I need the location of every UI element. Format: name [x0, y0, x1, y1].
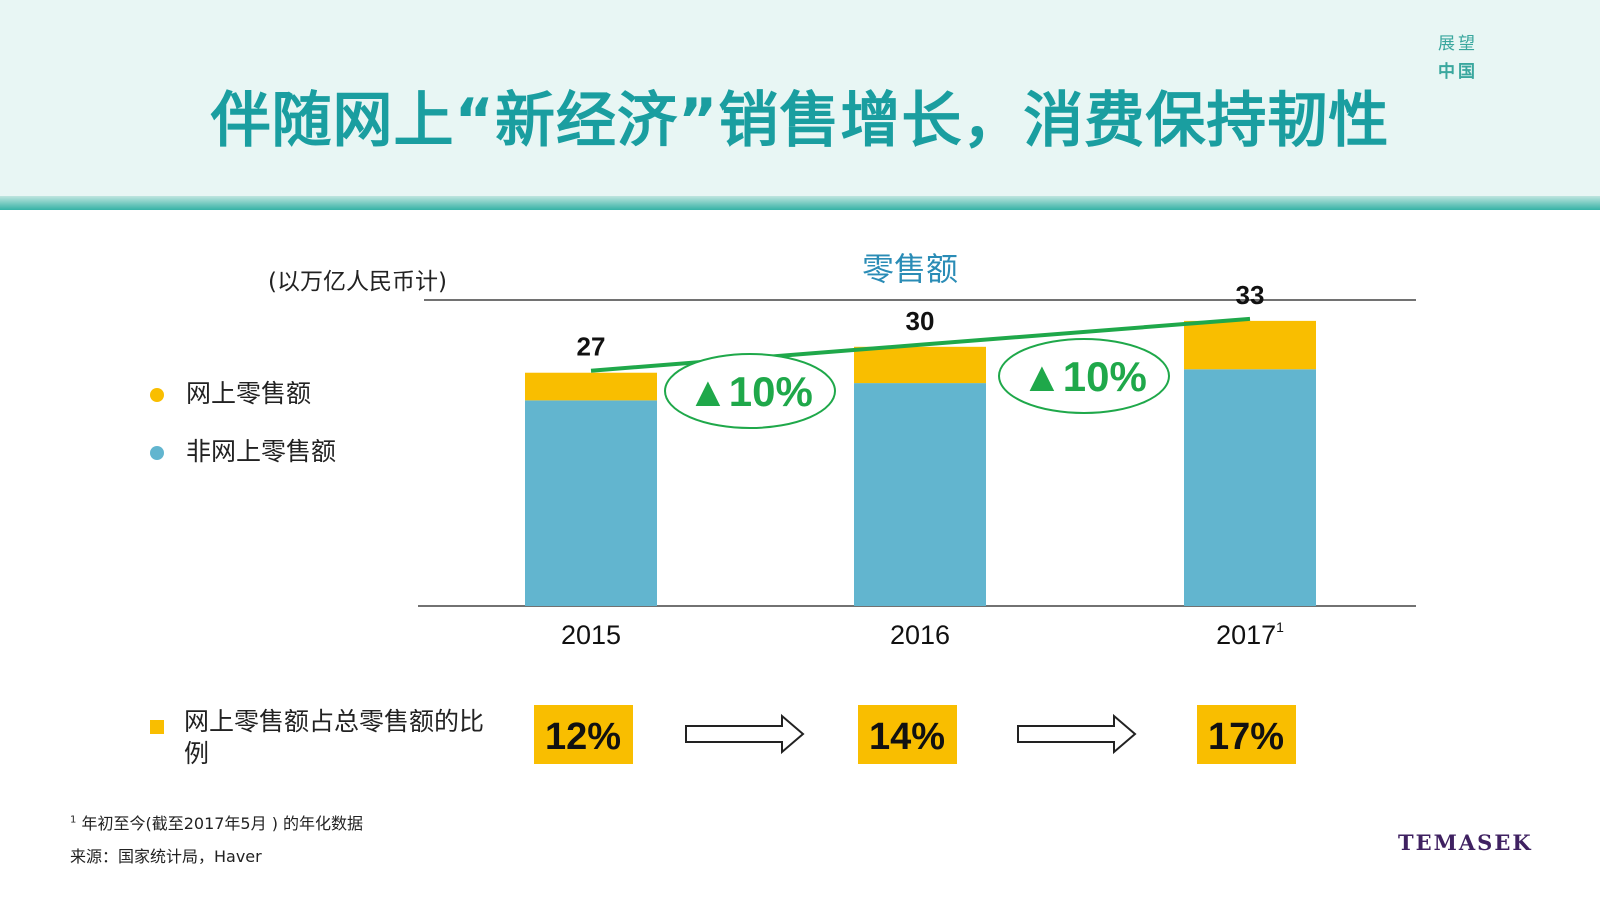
unit-label: (以万亿人民币计) [268, 269, 447, 295]
page-title: 伴随网上“新经济”销售增长，消费保持韧性 [210, 86, 1390, 156]
legend-online-dot [150, 388, 164, 402]
bar-online-2017 [1184, 320, 1316, 370]
legend-offline-dot [150, 446, 164, 460]
legend-offline-label: 非网上零售额 [186, 437, 337, 466]
total-label-2015: 27 [577, 332, 606, 362]
growth-bubble-1-outline [664, 353, 836, 429]
x-tick-label-2015: 2015 [561, 620, 621, 650]
growth-bubble-1: ▲10% [664, 353, 836, 429]
total-label-2017: 33 [1236, 280, 1265, 310]
temasek-logo: TEMASEK [1398, 830, 1533, 855]
arrow-right-icon [685, 713, 805, 755]
bar-offline-2016 [854, 383, 986, 606]
share-value-2017: 17% [1208, 716, 1284, 758]
share-value-2016: 14% [869, 716, 945, 758]
x-tick-label-2017: 20171 [1216, 619, 1284, 650]
legend-online: 网上零售额 [150, 374, 311, 410]
bar-offline-2015 [525, 400, 657, 606]
brand-line-2: 中国 [1438, 62, 1478, 82]
footnote-1-marker: 1 [70, 814, 77, 826]
share-box-2015 [534, 705, 633, 764]
x-tick-label-2016: 2016 [890, 620, 950, 650]
share-row: 12% 14% 17% [534, 705, 1296, 764]
legend-offline: 非网上零售额 [150, 432, 336, 468]
share-row-label: 网上零售额占总零售额的比例 [184, 707, 485, 768]
share-legend-square [150, 720, 164, 734]
header-bar [0, 0, 1600, 204]
share-box-2017 [1197, 705, 1296, 764]
share-box-2016 [858, 705, 957, 764]
bar-online-2015 [525, 372, 657, 401]
bar-online-2016 [854, 346, 986, 384]
footnote-1-text: 年初至今(截至2017年5月 ) 的年化数据 [81, 814, 364, 833]
growth-bubble-2: ▲10% [998, 338, 1170, 414]
growth-label-2: ▲10% [1021, 353, 1147, 400]
legend-online-label: 网上零售额 [186, 379, 312, 408]
growth-bubble-2-outline [998, 338, 1170, 414]
bar-offline-2017 [1184, 369, 1316, 606]
share-value-2015: 12% [545, 716, 621, 758]
brand-tag: 展望 中国 [1438, 30, 1478, 86]
growth-label-1: ▲10% [687, 368, 813, 415]
header-divider [0, 196, 1600, 210]
source-note: 来源：国家统计局，Haver [70, 847, 262, 866]
total-label-2016: 30 [906, 306, 935, 336]
footnote-1: 1 年初至今(截至2017年5月 ) 的年化数据 [70, 810, 363, 834]
brand-line-1: 展望 [1438, 34, 1478, 54]
chart-title: 零售额 [861, 250, 958, 288]
arrow-right-icon [1017, 713, 1137, 755]
